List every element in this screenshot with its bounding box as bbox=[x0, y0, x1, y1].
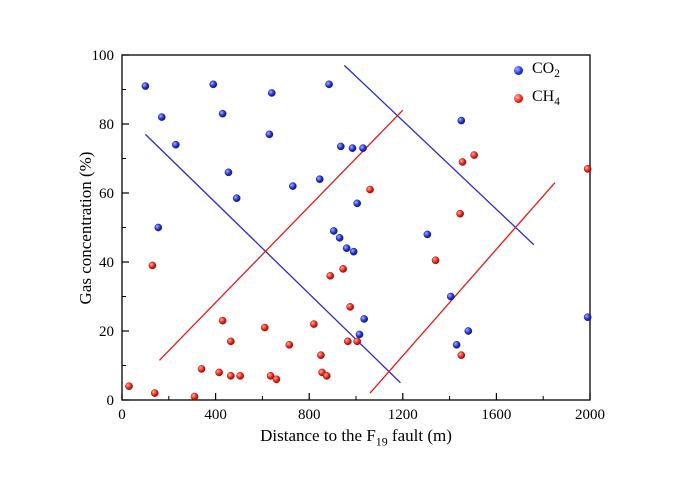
ch4-point bbox=[215, 368, 223, 377]
legend-label-ch4-text: CH bbox=[532, 88, 555, 106]
x-axis-label-prefix: Distance to the F bbox=[260, 426, 376, 445]
ch4-point bbox=[150, 389, 159, 397]
co2-point bbox=[583, 313, 592, 322]
y-tick-label: 80 bbox=[99, 117, 114, 133]
x-axis-label-suffix: fault (m) bbox=[387, 426, 452, 445]
co2-point bbox=[336, 142, 345, 151]
trend-line-2 bbox=[158, 109, 404, 361]
legend-label-co2: CO2 bbox=[532, 60, 560, 80]
x-tick-label: 400 bbox=[204, 407, 227, 423]
ch4-point bbox=[197, 365, 206, 373]
co2-point bbox=[325, 80, 333, 89]
ch4-point bbox=[266, 372, 275, 380]
x-tick-label: 800 bbox=[298, 407, 321, 423]
co2-point bbox=[359, 144, 367, 152]
legend-label-ch4-sub: 4 bbox=[554, 96, 560, 109]
co2-point bbox=[446, 292, 455, 301]
co2-point bbox=[289, 182, 297, 190]
ch4-point bbox=[456, 209, 464, 218]
co2-point bbox=[349, 247, 358, 256]
co2-point bbox=[154, 223, 163, 232]
ch4-point bbox=[326, 271, 335, 280]
co2-point bbox=[157, 113, 166, 121]
x-tick-label: 2000 bbox=[575, 407, 605, 423]
ch4-point bbox=[322, 372, 331, 380]
co2-point bbox=[355, 330, 364, 339]
co2-point bbox=[232, 194, 241, 202]
ch4-point bbox=[339, 265, 347, 273]
co2-point bbox=[342, 244, 351, 252]
y-tick-label: 0 bbox=[107, 393, 115, 409]
ch4-point bbox=[190, 392, 199, 401]
x-axis-label: Distance to the F19 fault (m) bbox=[260, 426, 452, 449]
co2-point bbox=[423, 230, 432, 239]
co2-point bbox=[224, 168, 233, 177]
trend-line-1 bbox=[343, 64, 535, 246]
co2-point bbox=[452, 340, 461, 349]
x-tick-label: 1200 bbox=[388, 407, 418, 423]
ch4-point bbox=[285, 340, 294, 349]
ch4-point bbox=[344, 337, 352, 346]
y-axis-label: Gas concentration (%) bbox=[76, 151, 95, 305]
co2-point bbox=[209, 80, 218, 89]
ch4-point bbox=[431, 256, 440, 265]
co2-point bbox=[218, 109, 227, 118]
co2-point bbox=[265, 130, 274, 139]
legend-label-co2-sub: 2 bbox=[554, 68, 560, 81]
ch4-point bbox=[310, 320, 318, 328]
x-axis-label-subscript: 19 bbox=[375, 434, 388, 449]
co2-point bbox=[172, 140, 180, 149]
legend-label-ch4: CH4 bbox=[532, 88, 560, 108]
ch4-point bbox=[218, 316, 227, 325]
legend: CO2 CH4 bbox=[514, 60, 560, 108]
co2-point bbox=[457, 116, 466, 125]
y-tick-label: 60 bbox=[99, 186, 114, 202]
ch4-marker-icon bbox=[514, 93, 523, 103]
legend-label-co2-text: CO bbox=[532, 60, 555, 77]
x-tick-label: 0 bbox=[118, 407, 126, 423]
ch4-point bbox=[346, 303, 354, 311]
ch4-point bbox=[260, 323, 269, 332]
co2-point bbox=[315, 175, 324, 183]
ch4-point bbox=[148, 261, 157, 270]
ch4-point bbox=[227, 372, 235, 380]
ch4-point bbox=[470, 151, 478, 159]
ch4-point bbox=[236, 372, 244, 380]
y-tick-label: 100 bbox=[92, 48, 115, 64]
co2-marker-icon bbox=[514, 65, 523, 75]
co2-point bbox=[267, 89, 276, 97]
ch4-point bbox=[125, 382, 133, 391]
co2-point bbox=[141, 82, 150, 90]
co2-point bbox=[329, 227, 338, 235]
ch4-point bbox=[353, 337, 361, 346]
ch4-point bbox=[457, 351, 466, 359]
ch4-point bbox=[366, 185, 374, 194]
x-tick-label: 1600 bbox=[481, 407, 511, 423]
ch4-point bbox=[458, 158, 467, 166]
co2-point bbox=[335, 234, 344, 242]
co2-point bbox=[464, 327, 473, 335]
legend-item-co2: CO2 bbox=[514, 60, 560, 80]
co2-point bbox=[348, 144, 357, 152]
co2-point bbox=[360, 315, 368, 323]
y-tick-label: 40 bbox=[99, 255, 114, 271]
co2-point bbox=[353, 199, 361, 208]
y-tick-label: 20 bbox=[99, 324, 114, 340]
ch4-point bbox=[227, 337, 235, 346]
ch4-point bbox=[317, 351, 325, 359]
trend-line-0 bbox=[144, 133, 401, 384]
trend-line-3 bbox=[369, 182, 556, 394]
legend-item-ch4: CH4 bbox=[514, 88, 560, 108]
ch4-point bbox=[583, 165, 592, 173]
ch4-point bbox=[272, 375, 281, 384]
